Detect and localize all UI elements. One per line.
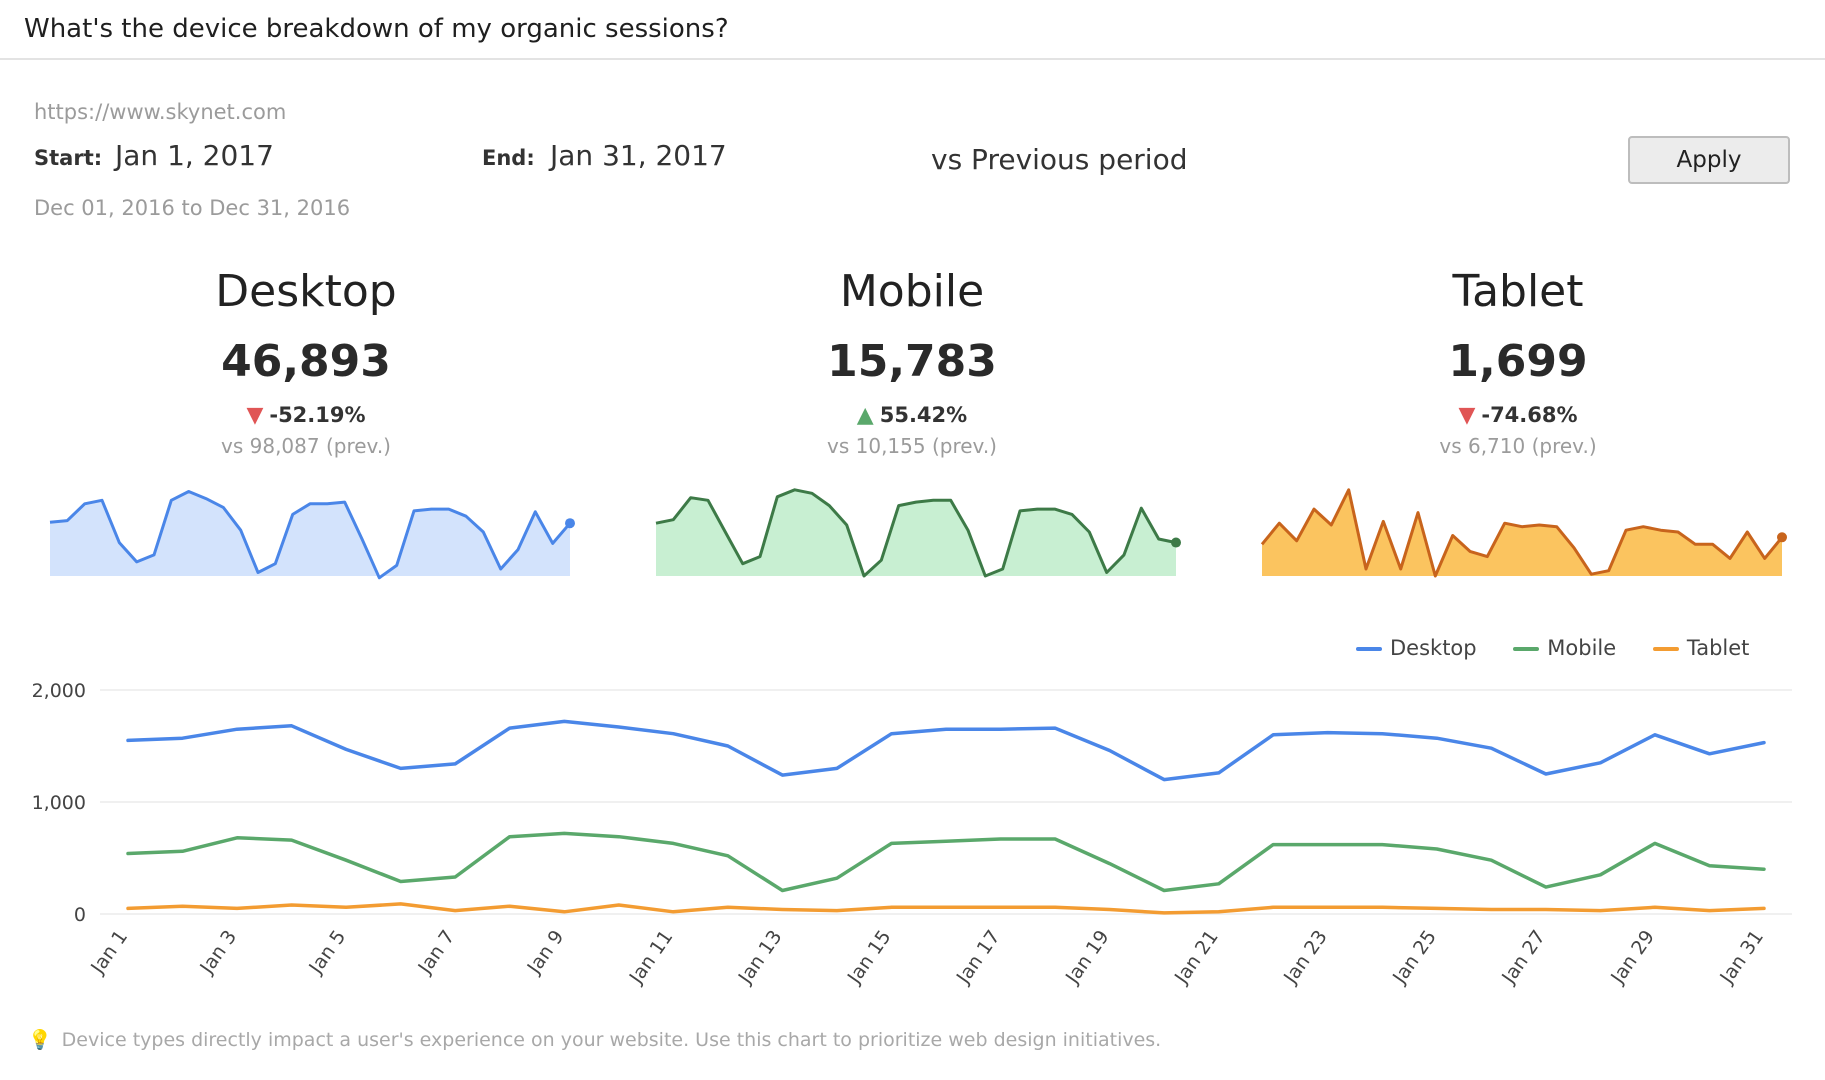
kpi-change-value: -74.68%: [1481, 403, 1578, 427]
lightbulb-icon: 💡: [28, 1029, 52, 1051]
x-tick-label: Jan 27: [1497, 926, 1550, 988]
kpi-desktop: Desktop 46,893 ▼ -52.19% vs 98,087 (prev.…: [26, 262, 586, 459]
x-tick-label: Jan 25: [1388, 926, 1441, 988]
website-url: https://www.skynet.com: [34, 100, 287, 124]
x-tick-label: Jan 19: [1061, 926, 1114, 988]
y-tick-label: 0: [74, 904, 86, 926]
desktop-sparkline-endpoint: [565, 518, 575, 529]
trend-down-icon: ▼: [246, 403, 264, 428]
mobile-sparkline-endpoint: [1171, 537, 1181, 548]
kpi-value: 1,699: [1448, 336, 1588, 387]
kpi-title: Desktop: [215, 266, 397, 317]
start-date-picker[interactable]: Jan 1, 2017: [115, 139, 274, 172]
x-tick-label: Jan 9: [523, 926, 569, 978]
series-line-mobile: [126, 831, 1766, 893]
x-tick-label: Jan 11: [625, 926, 678, 988]
kpi-value: 15,783: [827, 336, 997, 387]
x-tick-label: Jan 7: [414, 926, 460, 978]
x-tick-label: Jan 1: [86, 926, 132, 978]
legend-label: Mobile: [1547, 636, 1617, 660]
desktop-sparkline-area: [50, 491, 570, 578]
kpi-title: Mobile: [839, 266, 985, 317]
tablet-sparkline-area: [1262, 489, 1782, 576]
x-tick-label: Jan 31: [1715, 926, 1768, 988]
x-tick-label: Jan 5: [304, 926, 350, 978]
end-date-picker[interactable]: Jan 31, 2017: [550, 139, 727, 172]
series-line-desktop: [126, 719, 1766, 782]
kpi-tablet: Tablet 1,699 ▼ -74.68% vs 6,710 (prev.): [1238, 262, 1798, 459]
sessions-line-chart: 0 1,000 2,000 Jan 1 Jan 3 Jan 5 Jan 7 Jan 9 Jan …: [32, 680, 1792, 988]
end-label: End:: [482, 146, 535, 170]
start-label: Start:: [34, 146, 103, 170]
kpi-mobile: Mobile 15,783 ▲ 55.42% vs 10,155 (prev.): [632, 262, 1192, 459]
page-title: What's the device breakdown of my organi…: [24, 14, 729, 44]
x-tick-label: Jan 3: [195, 926, 241, 978]
kpi-previous: vs 6,710 (prev.): [1439, 434, 1597, 458]
legend-swatch: [1356, 647, 1382, 651]
tablet-sparkline: [1260, 488, 1787, 578]
kpi-change: ▼ -74.68%: [1238, 402, 1798, 429]
previous-date-range: Dec 01, 2016 to Dec 31, 2016: [34, 196, 351, 220]
mobile-sparkline-area: [656, 489, 1176, 576]
tablet-sparkline-line: [1260, 488, 1784, 578]
kpi-change-value: -52.19%: [269, 403, 366, 427]
legend-swatch: [1513, 647, 1540, 651]
x-tick-label: Jan 21: [1170, 926, 1223, 988]
x-tick-label: Jan 15: [843, 926, 896, 988]
legend-item-tablet[interactable]: Tablet: [1652, 636, 1750, 660]
kpi-change: ▼ -52.19%: [26, 402, 586, 429]
legend-swatch: [1652, 647, 1679, 651]
series-line-tablet: [126, 902, 1766, 915]
x-tick-label: Jan 13: [734, 926, 787, 988]
legend-label: Tablet: [1686, 636, 1750, 660]
legend-label: Desktop: [1390, 636, 1477, 660]
legend-item-mobile[interactable]: Mobile: [1513, 636, 1616, 660]
comparison-period-select[interactable]: vs Previous period: [931, 143, 1188, 176]
legend-item-desktop[interactable]: Desktop: [1356, 636, 1477, 660]
apply-button[interactable]: Apply: [1628, 136, 1790, 184]
desktop-sparkline-line: [49, 490, 572, 580]
trend-down-icon: ▼: [1458, 403, 1476, 428]
y-tick-label: 1,000: [32, 792, 86, 814]
x-tick-label: Jan 23: [1279, 926, 1332, 988]
mobile-sparkline-line: [655, 488, 1177, 578]
x-tick-label: Jan 17: [952, 926, 1005, 988]
footer-tip: 💡 Device types directly impact a user's e…: [28, 1028, 1161, 1051]
kpi-previous: vs 98,087 (prev.): [221, 434, 391, 458]
footer-tip-text: Device types directly impact a user's ex…: [61, 1029, 1162, 1051]
kpi-change: ▲ 55.42%: [632, 402, 1192, 429]
x-tick-label: Jan 29: [1606, 926, 1659, 988]
kpi-value: 46,893: [221, 336, 391, 387]
mobile-sparkline: [655, 488, 1181, 578]
header-bar: What's the device breakdown of my organi…: [0, 0, 1825, 60]
y-tick-label: 2,000: [32, 680, 86, 702]
kpi-previous: vs 10,155 (prev.): [827, 434, 997, 458]
tablet-sparkline-endpoint: [1777, 532, 1787, 543]
kpi-change-value: 55.42%: [879, 403, 968, 427]
desktop-sparkline: [49, 490, 575, 580]
kpi-title: Tablet: [1452, 266, 1584, 317]
trend-up-icon: ▲: [856, 403, 874, 428]
chart-legend: Desktop Mobile Tablet: [1356, 636, 1749, 660]
